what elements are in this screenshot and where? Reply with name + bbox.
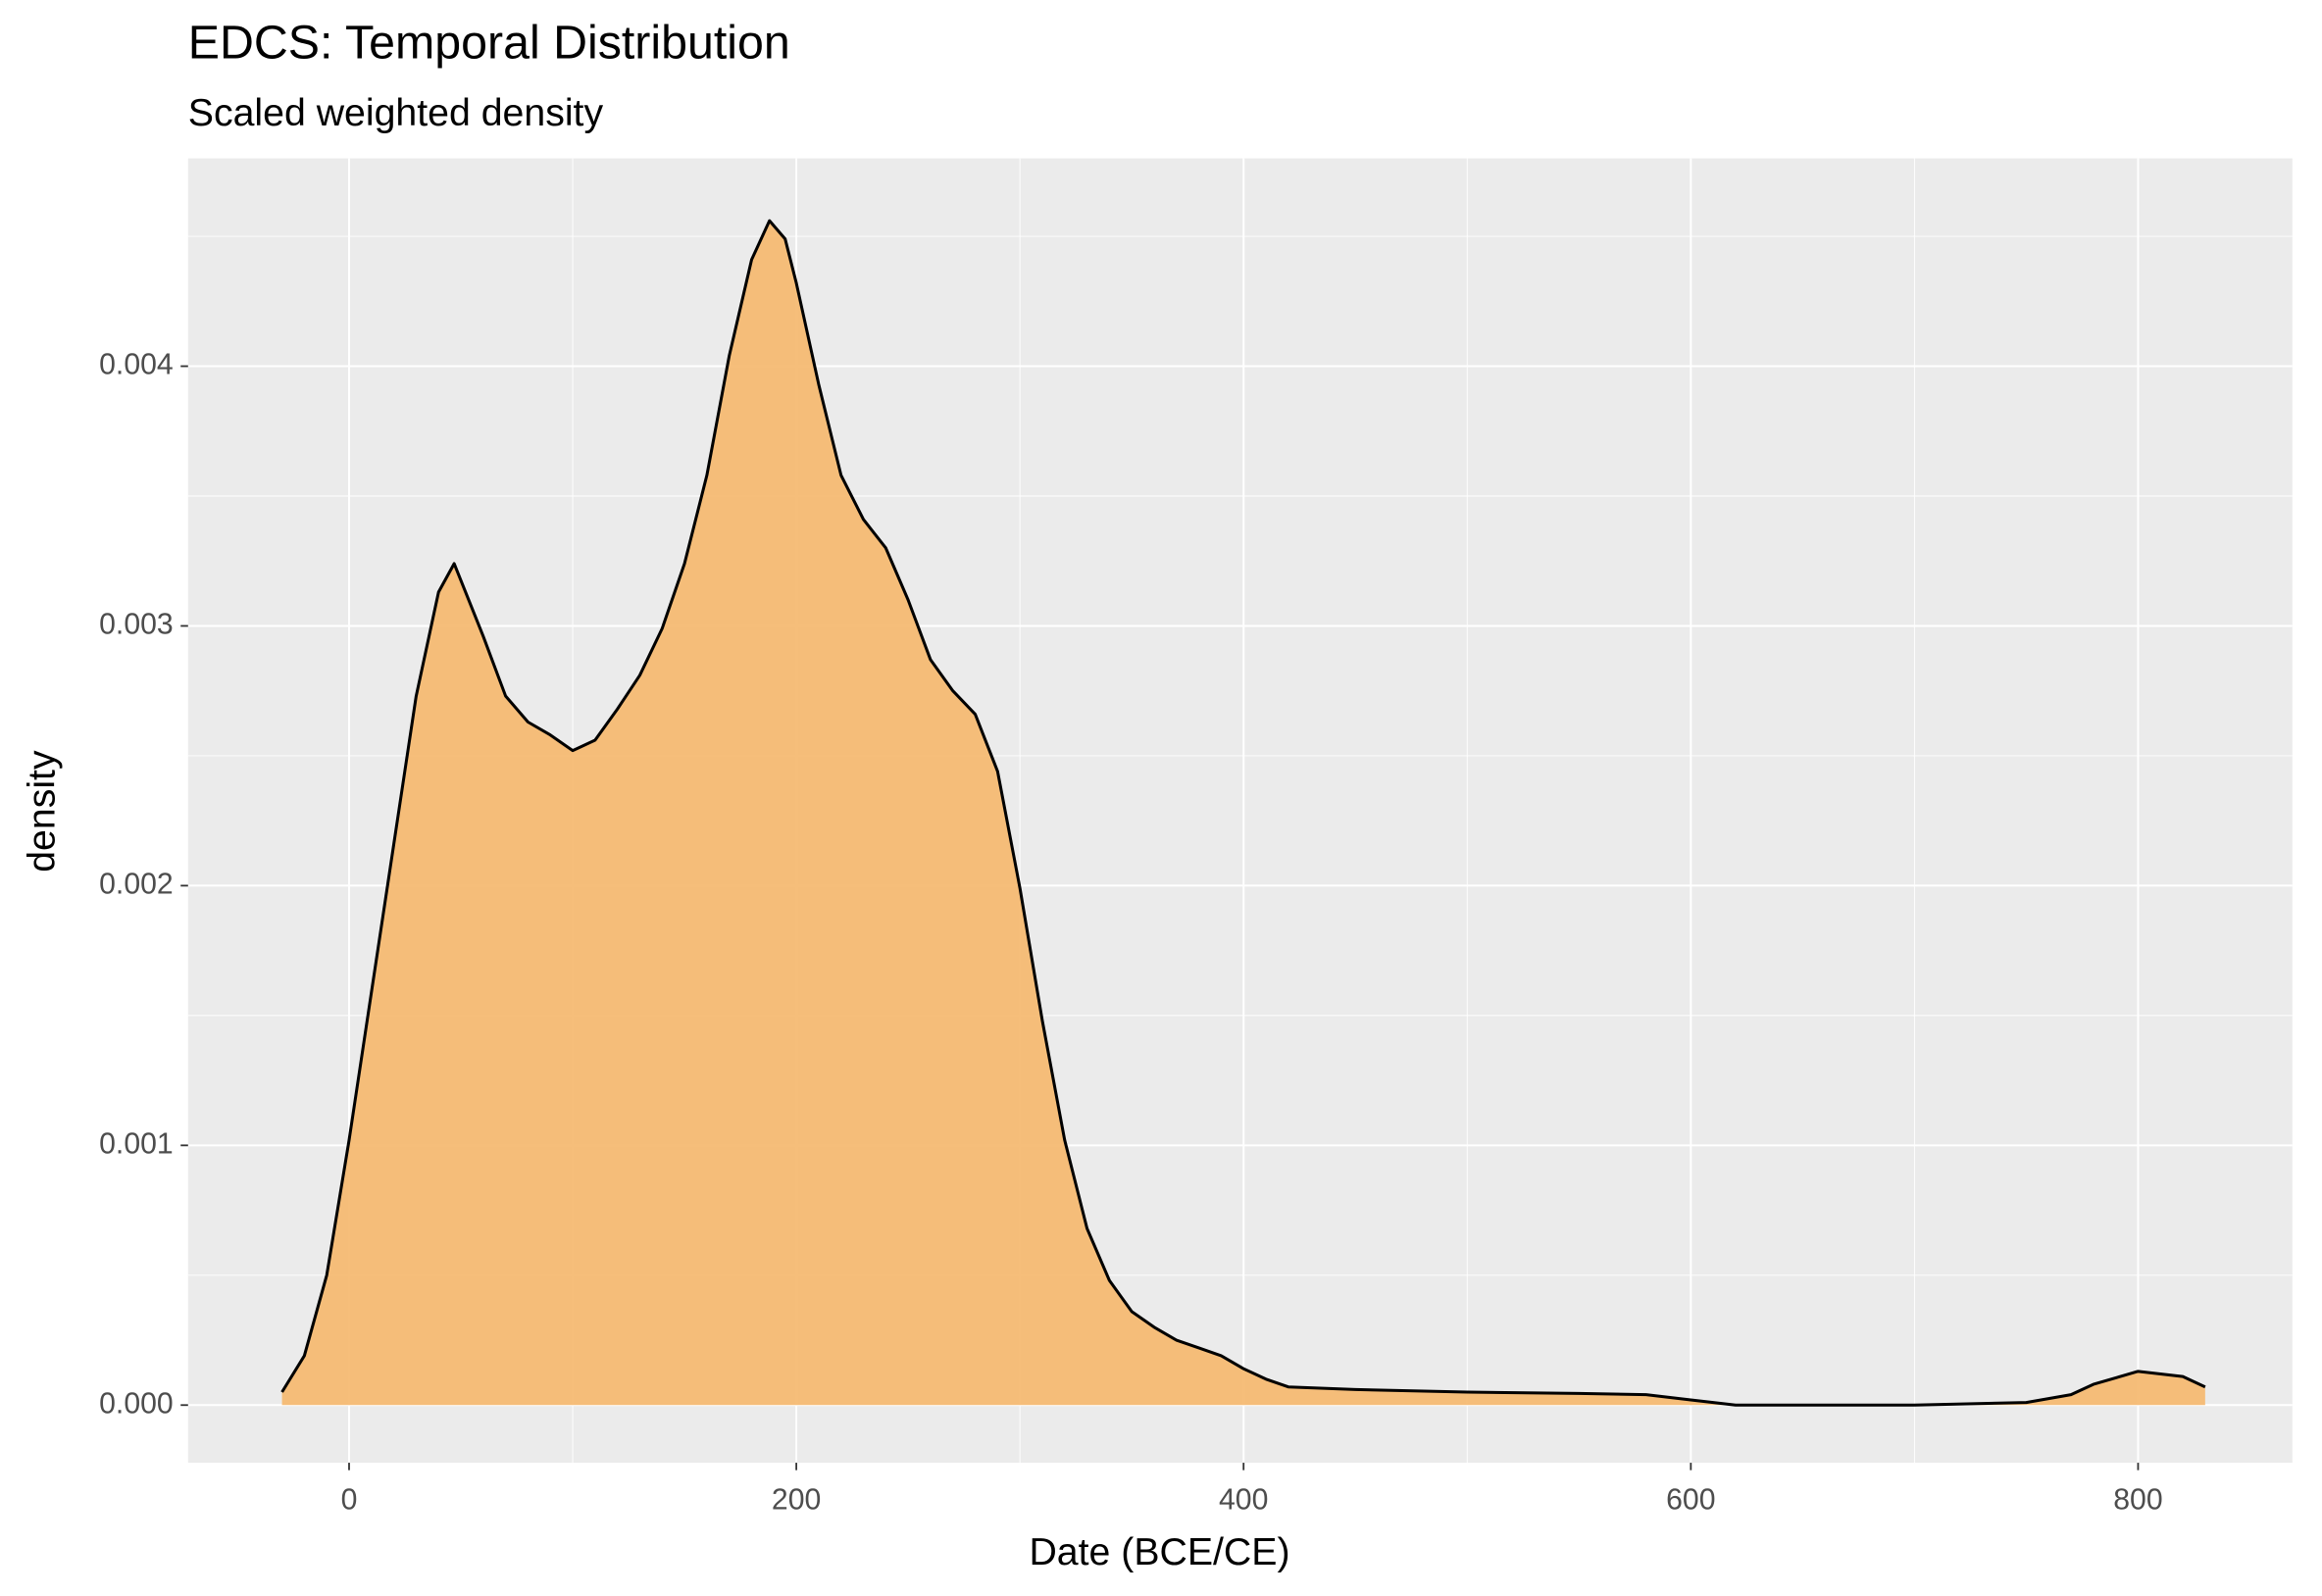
x-tick-label: 200 xyxy=(772,1483,821,1516)
y-axis-title: density xyxy=(21,750,64,873)
x-tick-label: 800 xyxy=(2113,1483,2162,1516)
density-line xyxy=(280,219,2206,1407)
y-tick-label: 0.000 xyxy=(99,1387,174,1420)
x-axis-title: Date (BCE/CE) xyxy=(1029,1530,1289,1573)
density-area xyxy=(281,221,2205,1406)
chart-title: EDCS: Temporal Distribution xyxy=(188,17,790,70)
y-tick-label: 0.003 xyxy=(99,608,174,640)
chart-subtitle: Scaled weighted density xyxy=(188,91,604,134)
x-tick-label: 0 xyxy=(341,1483,358,1516)
y-tick-label: 0.004 xyxy=(99,349,174,381)
x-tick-label: 600 xyxy=(1666,1483,1715,1516)
y-tick-label: 0.002 xyxy=(99,868,174,900)
y-tick-label: 0.001 xyxy=(99,1127,174,1160)
x-tick-label: 400 xyxy=(1219,1483,1268,1516)
